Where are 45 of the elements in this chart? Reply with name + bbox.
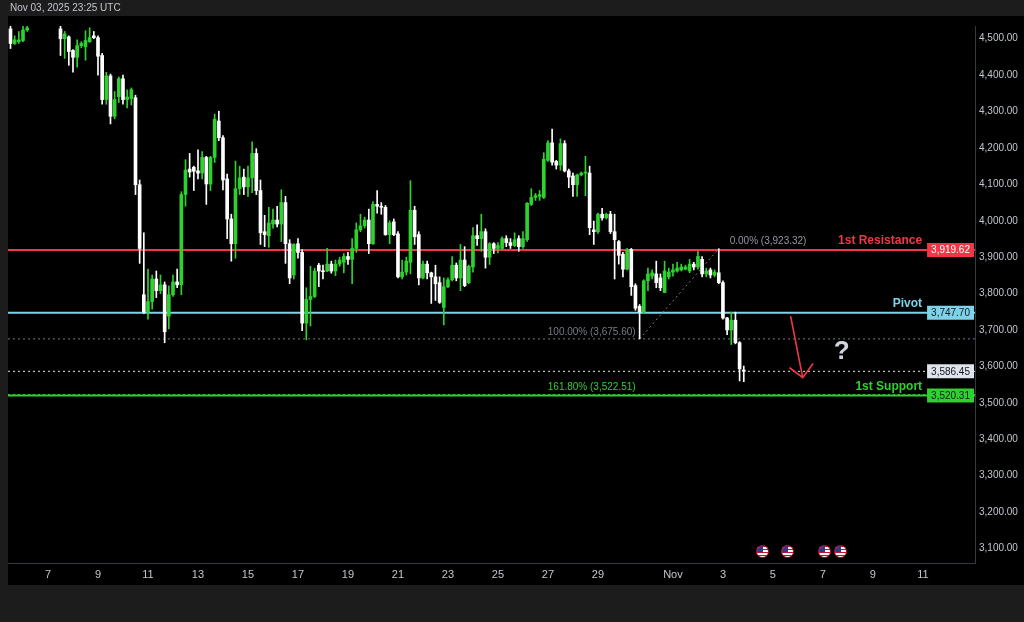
y-tick-label: 4,400.00 (979, 68, 1019, 80)
ref-line-label: Pivot (892, 295, 923, 310)
x-tick-label: 19 (341, 567, 355, 580)
x-tick-label: 27 (541, 567, 555, 580)
y-tick-label: 4,100.00 (979, 178, 1019, 190)
y-tick-label: 3,700.00 (979, 323, 1019, 335)
annotation: 3,747.70 (931, 306, 971, 318)
x-tick-label: 9 (869, 567, 876, 580)
x-tick-label: 7 (44, 567, 52, 580)
x-tick-label: 7 (819, 567, 826, 580)
x-tick-label: 9 (94, 567, 102, 580)
y-tick-label: 3,600.00 (979, 360, 1019, 372)
x-tick-label: Nov (663, 567, 684, 580)
x-tick-label: 21 (391, 567, 405, 580)
annotation: 3,586.45 (931, 365, 971, 377)
y-tick-label: 4,000.00 (979, 214, 1019, 226)
annotation: ? (833, 334, 850, 365)
y-tick-label: 3,900.00 (979, 250, 1019, 262)
x-tick-label: 11 (917, 567, 929, 580)
text: Nov 03, 2025 23:25 UTC (10, 2, 121, 13)
y-tick-label: 3,500.00 (979, 396, 1019, 408)
x-tick-label: 15 (241, 567, 255, 580)
annotation: 3,520.31 (931, 389, 971, 401)
y-tick-label: 3,400.00 (979, 432, 1019, 444)
y-tick-label: 4,500.00 (979, 32, 1019, 44)
y-tick-label: 4,200.00 (979, 141, 1019, 153)
x-tick-label: 17 (291, 567, 305, 580)
y-tick-label: 3,100.00 (979, 542, 1019, 554)
x-tick-label: 3 (719, 567, 726, 580)
annotation: 100.00% (3,675.60) (547, 325, 636, 337)
y-tick-label: 4,300.00 (979, 105, 1019, 117)
x-tick-label: 5 (769, 567, 776, 580)
ref-line-label: 1st Support (855, 378, 923, 393)
x-tick-label: 29 (591, 567, 605, 580)
y-tick-label: 3,300.00 (979, 469, 1019, 481)
x-tick-label: 11 (142, 567, 154, 580)
y-tick-label: 3,200.00 (979, 505, 1019, 517)
annotation: 0.00% (3,923.32) (729, 235, 807, 247)
annotation: 3,919.62 (931, 244, 971, 256)
x-tick-label: 13 (191, 567, 205, 580)
x-tick-label: 23 (441, 567, 455, 580)
annotation: 161.80% (3,522.51) (547, 381, 636, 393)
y-tick-label: 3,800.00 (979, 287, 1019, 299)
ref-line-label: 1st Resistance (838, 233, 923, 248)
x-tick-label: 25 (491, 567, 505, 580)
